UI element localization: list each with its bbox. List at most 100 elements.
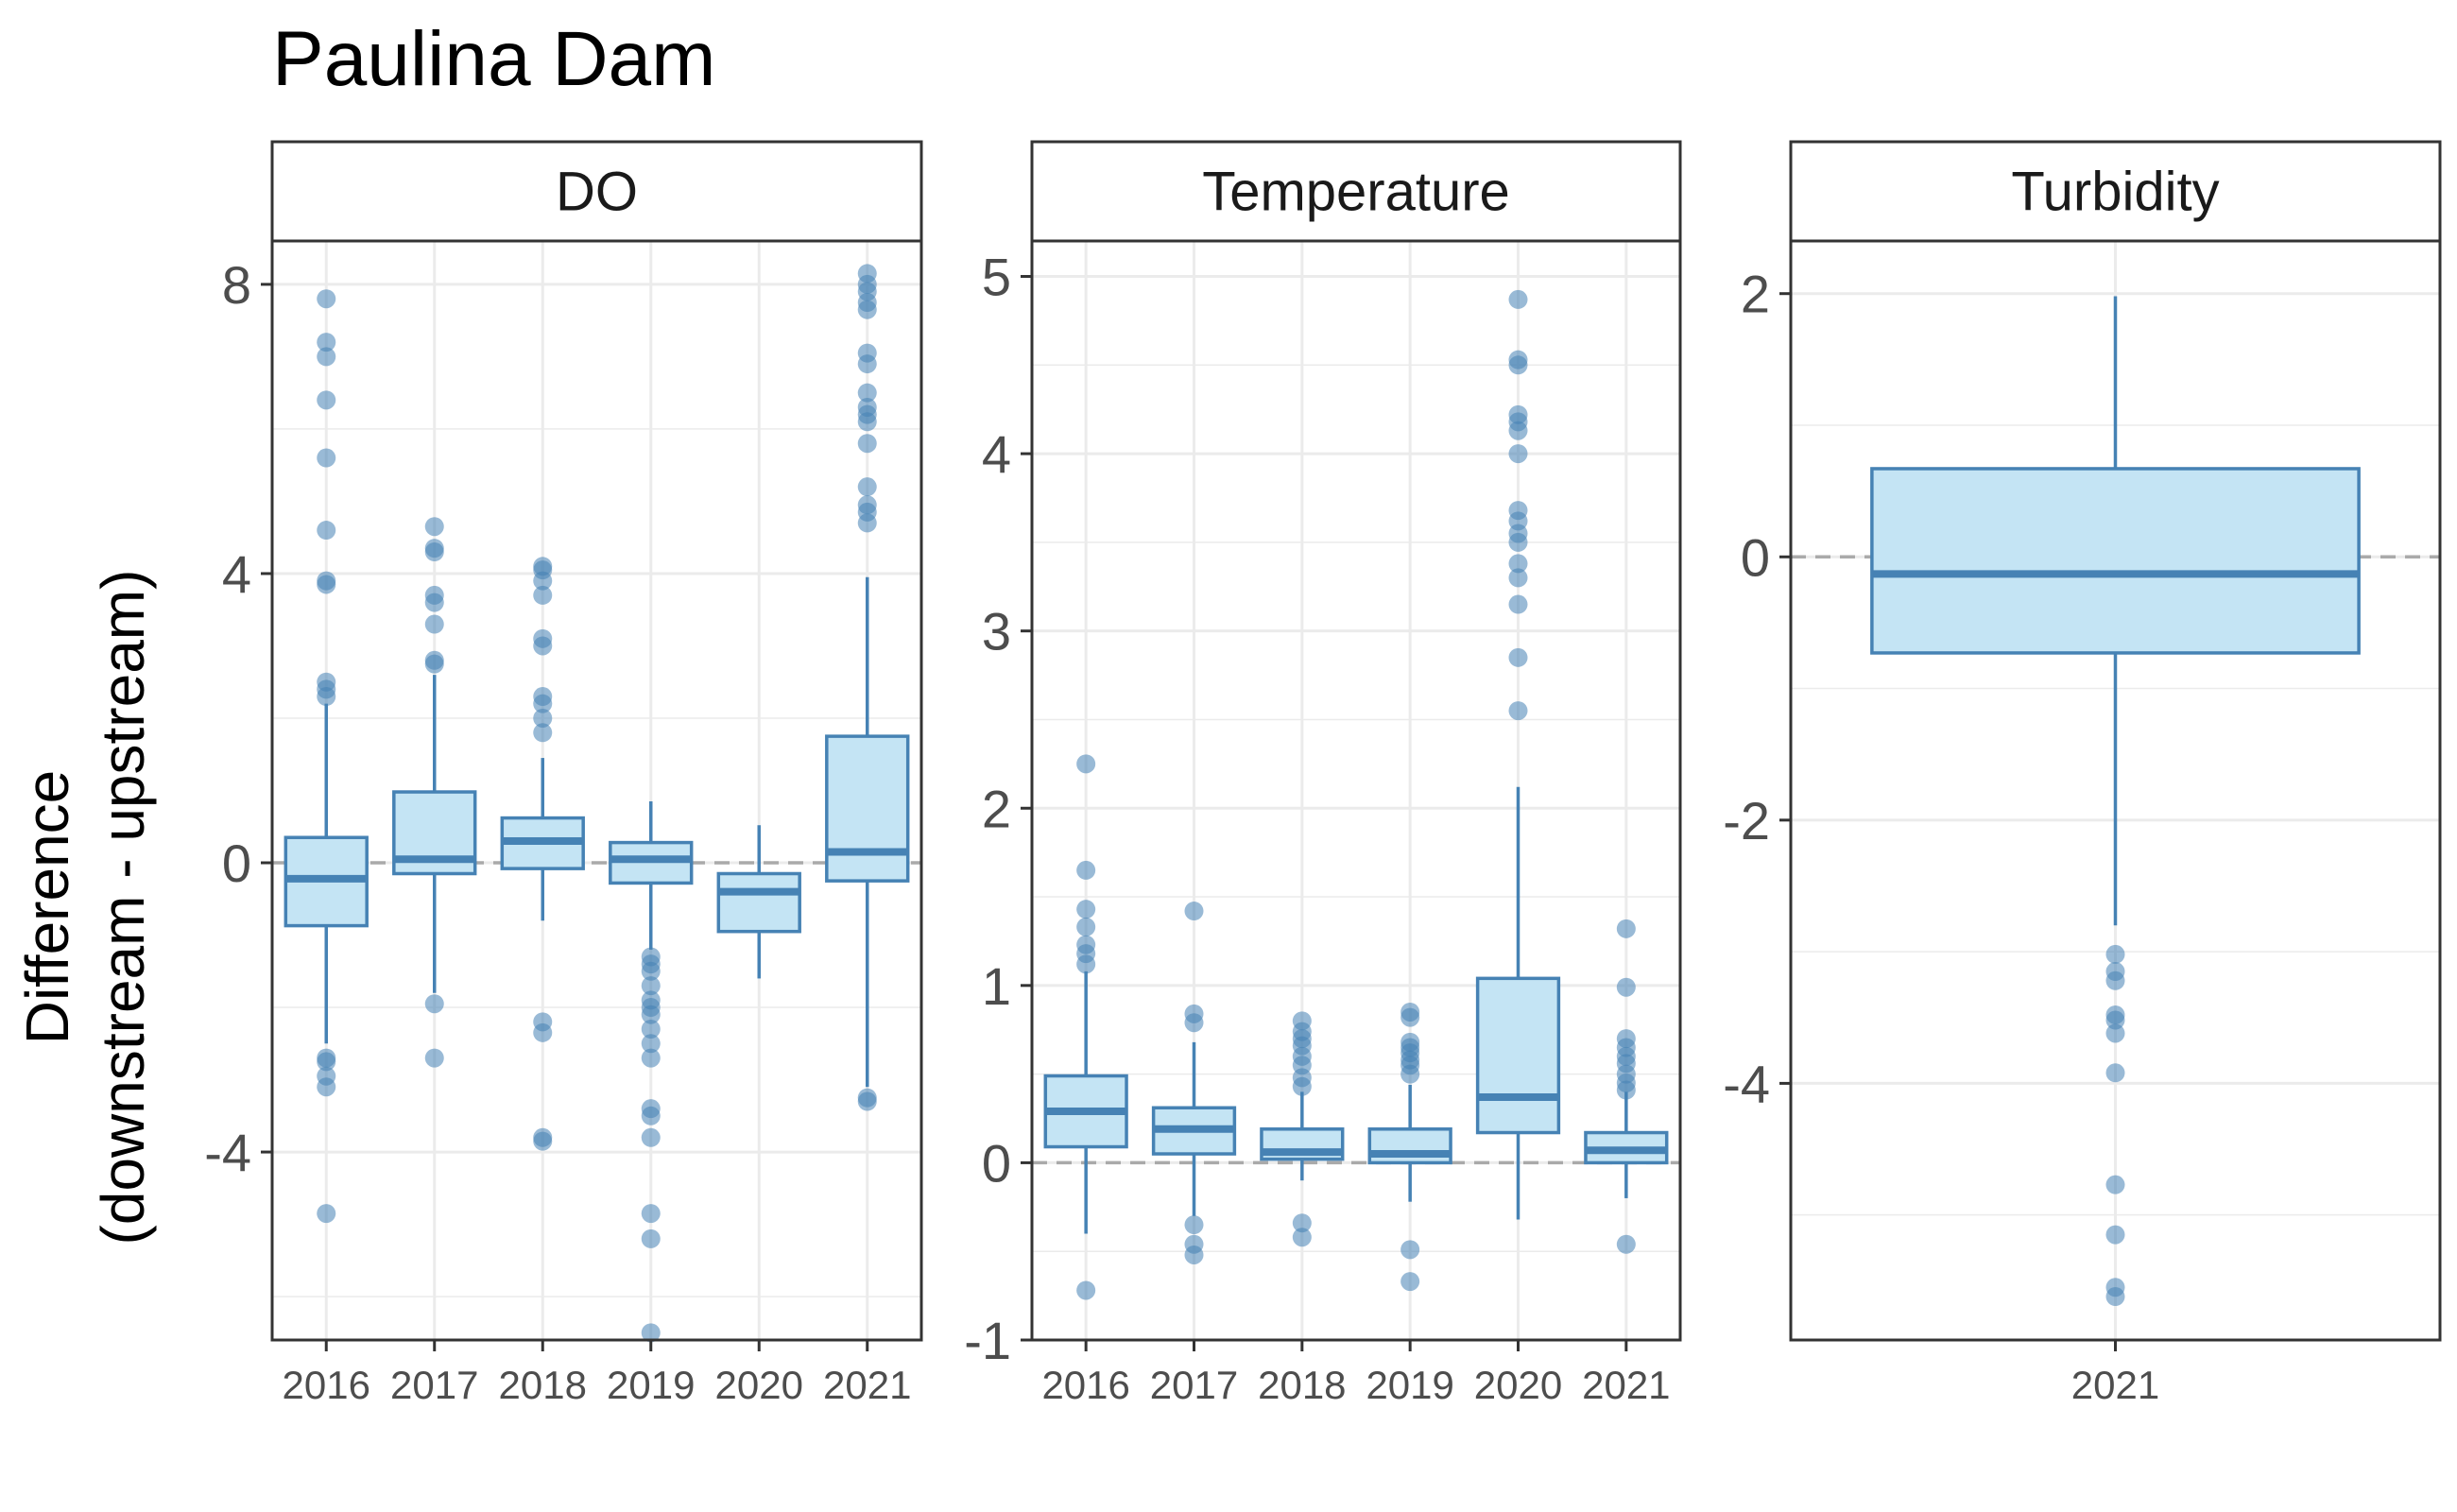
y-tick-label: 0 [982, 1133, 1011, 1193]
facet-strip [1030, 140, 1682, 243]
box-do-2018 [500, 557, 585, 1151]
outlier-point [2105, 1063, 2125, 1083]
outlier-point [1292, 1228, 1312, 1247]
panel-turbidity: Turbidity -4 -2 0 2 2021 [1723, 140, 2442, 1407]
y-tick-label: -2 [1723, 791, 1770, 850]
box-iqr [825, 734, 910, 883]
x-tick-label: 2021 [823, 1363, 911, 1407]
outlier-point [533, 708, 553, 728]
x-tick-label: 2017 [390, 1363, 478, 1407]
outlier-point [424, 542, 444, 562]
outlier-point [1184, 1215, 1204, 1235]
facet-strip [270, 140, 923, 243]
outlier-point [1076, 900, 1096, 919]
outlier-point [641, 1019, 661, 1039]
outlier-point [1076, 917, 1096, 936]
y-tick-label: -1 [964, 1311, 1011, 1370]
x-tick-label: 2019 [1366, 1363, 1453, 1407]
y-axis-label-line-2: (downstream - upstream) [89, 570, 157, 1246]
panel-background [1032, 241, 1680, 1340]
outlier-point [1292, 1213, 1312, 1233]
x-tick-label: 2017 [1150, 1363, 1238, 1407]
y-tick-label: 3 [982, 602, 1011, 662]
outlier-point [1292, 1076, 1312, 1096]
box-temperature-2019 [1367, 1002, 1452, 1292]
outlier-point [1508, 647, 1528, 667]
outlier-point [641, 1048, 661, 1068]
y-tick-label: 5 [982, 248, 1011, 307]
outlier-point [1076, 1280, 1096, 1300]
box-iqr [1367, 1127, 1452, 1165]
outlier-point [424, 654, 444, 674]
y-tick-label: 0 [1741, 527, 1770, 587]
outlier-point [641, 976, 661, 996]
outlier-point [317, 333, 336, 352]
y-tick-label: 4 [222, 544, 251, 604]
panel-do: DO -4 0 4 8 2016 2017 2018 2019 2020 2021 [204, 140, 923, 1407]
y-tick-label: 8 [222, 255, 251, 315]
outlier-point [1076, 954, 1096, 974]
box-turbidity-2021 [1870, 296, 2361, 1307]
y-tick-label: 2 [1741, 265, 1770, 324]
outlier-point [317, 347, 336, 367]
outlier-point [1508, 594, 1528, 614]
facet-strip [1789, 140, 2442, 243]
outlier-point [533, 1022, 553, 1042]
outlier-point [533, 694, 553, 713]
y-axis-label: Difference (downstream - upstream) [13, 570, 157, 1246]
box-temperature-2018 [1260, 1011, 1345, 1247]
outlier-point [317, 390, 336, 410]
outlier-point [533, 571, 553, 591]
outlier-point [317, 448, 336, 468]
y-tick-label: 2 [982, 779, 1011, 838]
box-do-2019 [609, 800, 694, 1343]
outlier-point [1508, 554, 1528, 574]
y-tick-label: -4 [204, 1123, 251, 1182]
y-tick-label: -4 [1723, 1054, 1770, 1113]
outlier-point [1508, 421, 1528, 440]
x-tick-label: 2020 [1474, 1363, 1562, 1407]
outlier-point [1076, 860, 1096, 880]
outlier-point [1076, 754, 1096, 774]
outlier-point [424, 1048, 444, 1068]
outlier-point [317, 521, 336, 541]
box-iqr [716, 871, 801, 934]
y-axis-label-line-1: Difference [13, 770, 81, 1045]
facet-strip-label: Temperature [1202, 162, 1510, 223]
outlier-point [857, 513, 877, 533]
x-tick-label: 2019 [607, 1363, 695, 1407]
outlier-point [641, 1106, 661, 1125]
outlier-point [1184, 1013, 1204, 1033]
outlier-point [857, 300, 877, 319]
outlier-point [533, 636, 553, 656]
outlier-point [1400, 1272, 1420, 1292]
box-temperature-2017 [1151, 902, 1237, 1264]
outlier-point [857, 434, 877, 454]
outlier-point [2105, 1287, 2125, 1307]
box-do-2017 [392, 517, 477, 1068]
outlier-point [1184, 1245, 1204, 1264]
box-temperature-2020 [1475, 289, 1561, 1220]
outlier-point [317, 1204, 336, 1224]
outlier-point [2105, 1175, 2125, 1194]
outlier-point [2105, 1010, 2125, 1030]
outlier-point [317, 289, 336, 309]
facet-strip-label: Turbidity [2011, 162, 2219, 223]
outlier-point [641, 961, 661, 981]
box-temperature-2016 [1043, 754, 1128, 1300]
outlier-point [2105, 971, 2125, 990]
outlier-point [857, 383, 877, 403]
outlier-point [2105, 1023, 2125, 1043]
outlier-point [1400, 1064, 1420, 1084]
x-tick-label: 2018 [499, 1363, 587, 1407]
panel-background [272, 241, 921, 1340]
outlier-point [1616, 1080, 1636, 1100]
outlier-point [1184, 902, 1204, 921]
x-tick-label: 2021 [2071, 1363, 2159, 1407]
outlier-point [857, 477, 877, 497]
outlier-point [641, 1228, 661, 1248]
outlier-point [424, 994, 444, 1014]
